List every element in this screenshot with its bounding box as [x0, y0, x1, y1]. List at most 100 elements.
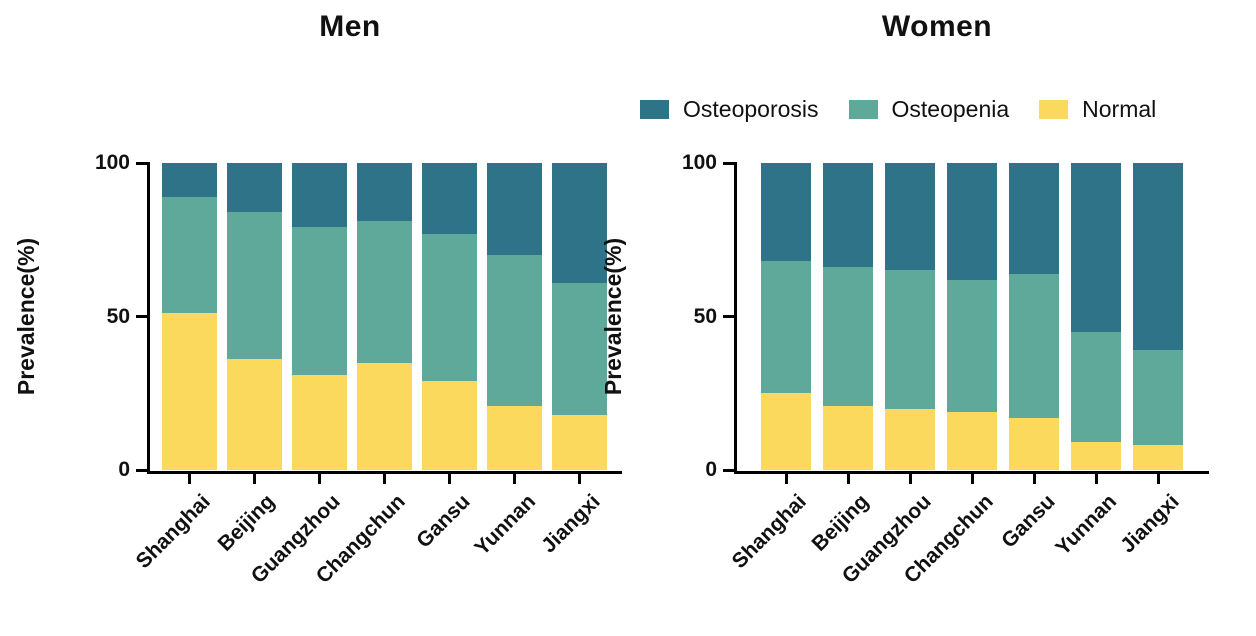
plot-area: Shanghai Beijing Guangzhou Changchun Gansu Yu…	[95, 151, 622, 588]
segment-normal	[1071, 442, 1121, 470]
normal-swatch-icon	[1039, 100, 1069, 119]
y-axis-line	[147, 162, 150, 474]
y-tick	[136, 468, 147, 472]
segment-osteopenia	[761, 261, 811, 394]
bar-changchun	[947, 163, 997, 470]
x-axis-line	[147, 471, 622, 474]
bar-jiangxi	[1133, 163, 1183, 470]
x-tick	[448, 474, 451, 484]
plot-area: Shanghai Beijing Guangzhou Changchun Gansu Yu…	[682, 151, 1209, 588]
segment-normal	[761, 393, 811, 470]
segment-osteopenia	[292, 227, 347, 375]
segment-osteopenia	[947, 279, 997, 412]
segment-osteoporosis	[947, 163, 997, 280]
segment-osteoporosis	[227, 163, 282, 213]
segment-normal	[422, 380, 477, 470]
segment-normal	[227, 359, 282, 470]
segment-normal	[1133, 445, 1183, 470]
y-tick-label: 100	[94, 151, 130, 174]
segment-normal	[357, 362, 412, 470]
segment-normal	[292, 374, 347, 470]
y-axis-label-women: Prevalence(%)	[600, 237, 627, 396]
y-tick	[136, 315, 147, 318]
x-tick	[1156, 474, 1160, 484]
segment-osteopenia	[552, 282, 607, 415]
x-tick	[846, 474, 850, 484]
segment-osteopenia	[487, 255, 542, 406]
x-tick	[188, 474, 191, 484]
x-tick	[513, 474, 516, 484]
panel-women: Women Prevalence(%) Shanghai Beijing Guang…	[587, 0, 1256, 636]
segment-osteoporosis	[1071, 163, 1121, 332]
x-tick	[970, 474, 974, 484]
segment-osteopenia	[885, 270, 935, 409]
bar-guangzhou	[885, 163, 935, 470]
segment-osteopenia	[357, 221, 412, 363]
segment-normal	[885, 408, 935, 470]
bar-beijing	[227, 163, 282, 470]
x-tick	[253, 474, 256, 484]
x-tick	[383, 474, 386, 484]
x-tick	[784, 474, 788, 484]
chart-title-men: Men	[319, 10, 381, 43]
x-tick	[1094, 474, 1098, 484]
segment-normal	[823, 405, 873, 470]
x-tick	[318, 474, 321, 484]
segment-osteoporosis	[422, 163, 477, 234]
segment-osteopenia	[1071, 331, 1121, 443]
segment-osteoporosis	[487, 163, 542, 256]
bar-beijing	[823, 163, 873, 470]
segment-normal	[947, 411, 997, 470]
segment-osteoporosis	[823, 163, 873, 268]
y-tick-label: 100	[681, 151, 717, 174]
segment-osteopenia	[422, 233, 477, 381]
segment-osteoporosis	[357, 163, 412, 222]
osteoporosis-swatch-icon	[640, 100, 669, 119]
segment-osteopenia	[1009, 273, 1059, 418]
y-tick	[136, 161, 147, 165]
y-axis-line	[734, 162, 737, 474]
legend-item-normal: Normal	[1039, 96, 1156, 123]
segment-osteopenia	[227, 212, 282, 360]
x-tick	[908, 474, 912, 484]
y-tick-label: 0	[705, 458, 717, 481]
segment-normal	[487, 405, 542, 470]
segment-osteoporosis	[292, 163, 347, 228]
segment-osteopenia	[1133, 350, 1183, 446]
legend: Osteoporosis Osteopenia Normal	[640, 96, 1156, 123]
x-axis-labels: Shanghai Beijing Guangzhou Changchun Gansu Yu…	[728, 490, 1184, 588]
bar-yunnan	[487, 163, 542, 470]
y-axis-label-men: Prevalence(%)	[13, 237, 40, 396]
y-tick	[723, 161, 734, 165]
legend-item-osteoporosis: Osteoporosis	[640, 96, 819, 123]
legend-item-osteopenia: Osteopenia	[848, 96, 1010, 123]
segment-osteoporosis	[1009, 163, 1059, 274]
bar-guangzhou	[292, 163, 347, 470]
chart-title-women: Women	[881, 10, 993, 43]
segment-osteoporosis	[1133, 163, 1183, 351]
bar-gansu	[422, 163, 477, 470]
x-tick	[1032, 474, 1036, 484]
bar-jiangxi	[552, 163, 607, 470]
segment-osteoporosis	[552, 163, 607, 283]
y-tick-label: 50	[106, 304, 130, 328]
segment-normal	[1009, 417, 1059, 470]
osteopenia-swatch-icon	[848, 100, 878, 119]
legend-label: Osteopenia	[891, 96, 1010, 122]
bar-shanghai	[761, 163, 811, 470]
bar-yunnan	[1071, 163, 1121, 470]
x-axis-line	[734, 471, 1209, 474]
panel-men: Men Prevalence(%) Shanghai Beijing Guangzh…	[13, 10, 622, 588]
segment-osteoporosis	[885, 163, 935, 271]
y-tick-label: 50	[693, 304, 717, 328]
bar-shanghai	[162, 163, 217, 470]
y-tick-label: 0	[118, 458, 130, 481]
bar-changchun	[357, 163, 412, 470]
segment-normal	[162, 313, 217, 470]
segment-osteoporosis	[162, 163, 217, 197]
bar-gansu	[1009, 163, 1059, 470]
x-tick	[578, 474, 581, 484]
y-tick	[723, 468, 734, 472]
y-tick	[723, 315, 734, 318]
